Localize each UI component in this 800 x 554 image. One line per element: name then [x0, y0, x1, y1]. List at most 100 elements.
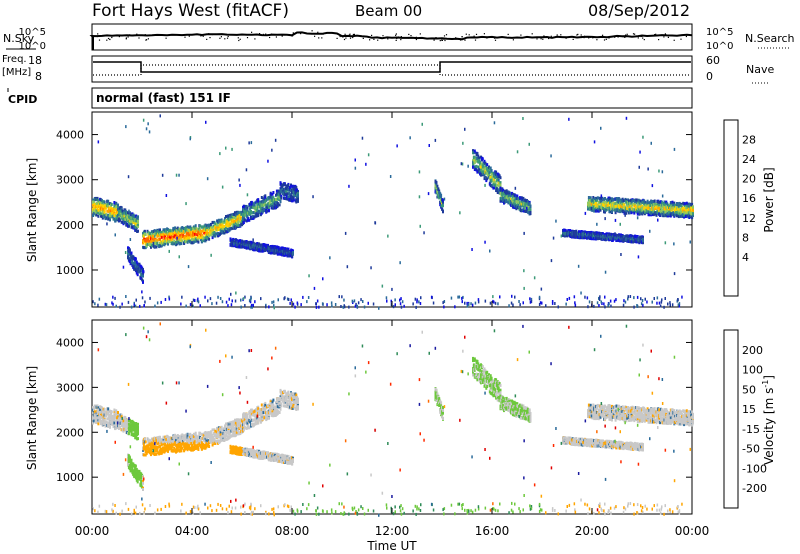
nsky-point — [435, 37, 437, 39]
power-cell — [482, 170, 485, 173]
power-cell — [225, 224, 228, 228]
power-cell — [196, 299, 199, 303]
nsky-point — [246, 37, 249, 39]
power-cell — [642, 303, 644, 307]
power-cell — [529, 212, 532, 216]
power-cell — [565, 302, 567, 306]
power-cell — [168, 295, 170, 299]
power-cell — [420, 296, 422, 300]
power-cell — [180, 242, 183, 246]
nsky-point — [345, 37, 347, 39]
power-cell — [479, 170, 482, 174]
power-cell — [602, 232, 604, 236]
nsky-point — [322, 33, 324, 35]
power-cell — [403, 304, 405, 308]
nave-trace — [93, 64, 691, 76]
power-cell — [178, 231, 181, 235]
nsky-point — [643, 39, 645, 41]
power-cell — [676, 204, 678, 208]
power-cell — [568, 117, 570, 121]
power-cell — [484, 161, 487, 165]
power-cell — [503, 191, 505, 195]
power-cell — [253, 248, 256, 252]
power-cell — [490, 173, 493, 176]
velocity-cell — [101, 417, 104, 421]
power-cell — [226, 222, 229, 226]
power-cell — [202, 226, 205, 230]
power-cell — [238, 178, 240, 182]
power-cell — [138, 262, 141, 266]
velocity-cell — [98, 419, 101, 423]
power-cell — [471, 248, 473, 251]
power-cell — [92, 211, 95, 215]
power-cell — [277, 298, 279, 302]
power-cell — [290, 194, 292, 198]
nsky-point — [395, 33, 397, 35]
power-cell — [164, 235, 167, 239]
power-cell — [189, 225, 192, 229]
power-cell — [217, 224, 219, 228]
power-cell — [394, 298, 396, 302]
power-cell — [588, 200, 591, 204]
power-cell — [331, 304, 333, 308]
power-cell — [658, 200, 661, 204]
power-cell — [399, 261, 401, 265]
power-cell — [219, 297, 222, 300]
power-cell — [486, 163, 489, 167]
power-cell — [164, 242, 167, 246]
power-cell — [97, 198, 100, 202]
power-cell — [668, 210, 671, 214]
power-cell — [125, 295, 127, 298]
power-cell — [233, 216, 236, 219]
power-cell — [610, 304, 612, 308]
power-cell — [649, 204, 652, 208]
power-cell — [669, 303, 671, 307]
power-cell — [116, 213, 119, 217]
nsky-point — [556, 34, 558, 36]
power-cell — [639, 235, 642, 239]
power-cell — [396, 144, 398, 148]
power-cell — [692, 208, 694, 212]
nsky-point — [680, 38, 682, 40]
power-cell — [280, 251, 283, 255]
nsky-point — [111, 36, 113, 39]
power-cell — [530, 297, 533, 301]
power-cell — [512, 303, 514, 307]
power-cell — [600, 300, 602, 304]
power-cell — [633, 305, 635, 309]
power-cell — [96, 196, 99, 200]
power-cell — [329, 256, 331, 260]
nsky-point — [293, 33, 295, 35]
power-cell — [135, 227, 138, 231]
power-cell — [109, 206, 112, 210]
power-cell — [105, 213, 108, 217]
power-cell — [642, 238, 644, 241]
power-cell — [516, 194, 519, 198]
power-cell — [154, 234, 156, 238]
power-cell — [291, 184, 294, 188]
nsky-label: N.Sky — [3, 32, 35, 45]
power-cell — [144, 233, 147, 236]
nsky-point — [382, 35, 384, 37]
power-cell — [661, 298, 663, 302]
power-cell — [269, 192, 272, 196]
power-cell — [245, 168, 248, 172]
power-cell — [159, 231, 162, 234]
power-cell — [400, 297, 402, 301]
power-cell — [438, 196, 441, 200]
nave-tick-low: 0 — [706, 70, 713, 83]
colorbar-tick-label: 16 — [742, 192, 756, 205]
power-cell — [523, 286, 525, 290]
power-cell — [685, 201, 688, 205]
power-cell — [133, 303, 135, 307]
velocity-cell — [99, 407, 102, 411]
power-cell — [113, 214, 116, 217]
power-cell — [684, 202, 686, 206]
power-cell — [651, 184, 654, 188]
power-cell — [513, 198, 516, 202]
power-cell — [93, 202, 96, 206]
nsky-point — [572, 38, 574, 40]
power-cell — [416, 300, 418, 304]
nsky-point — [200, 35, 202, 37]
